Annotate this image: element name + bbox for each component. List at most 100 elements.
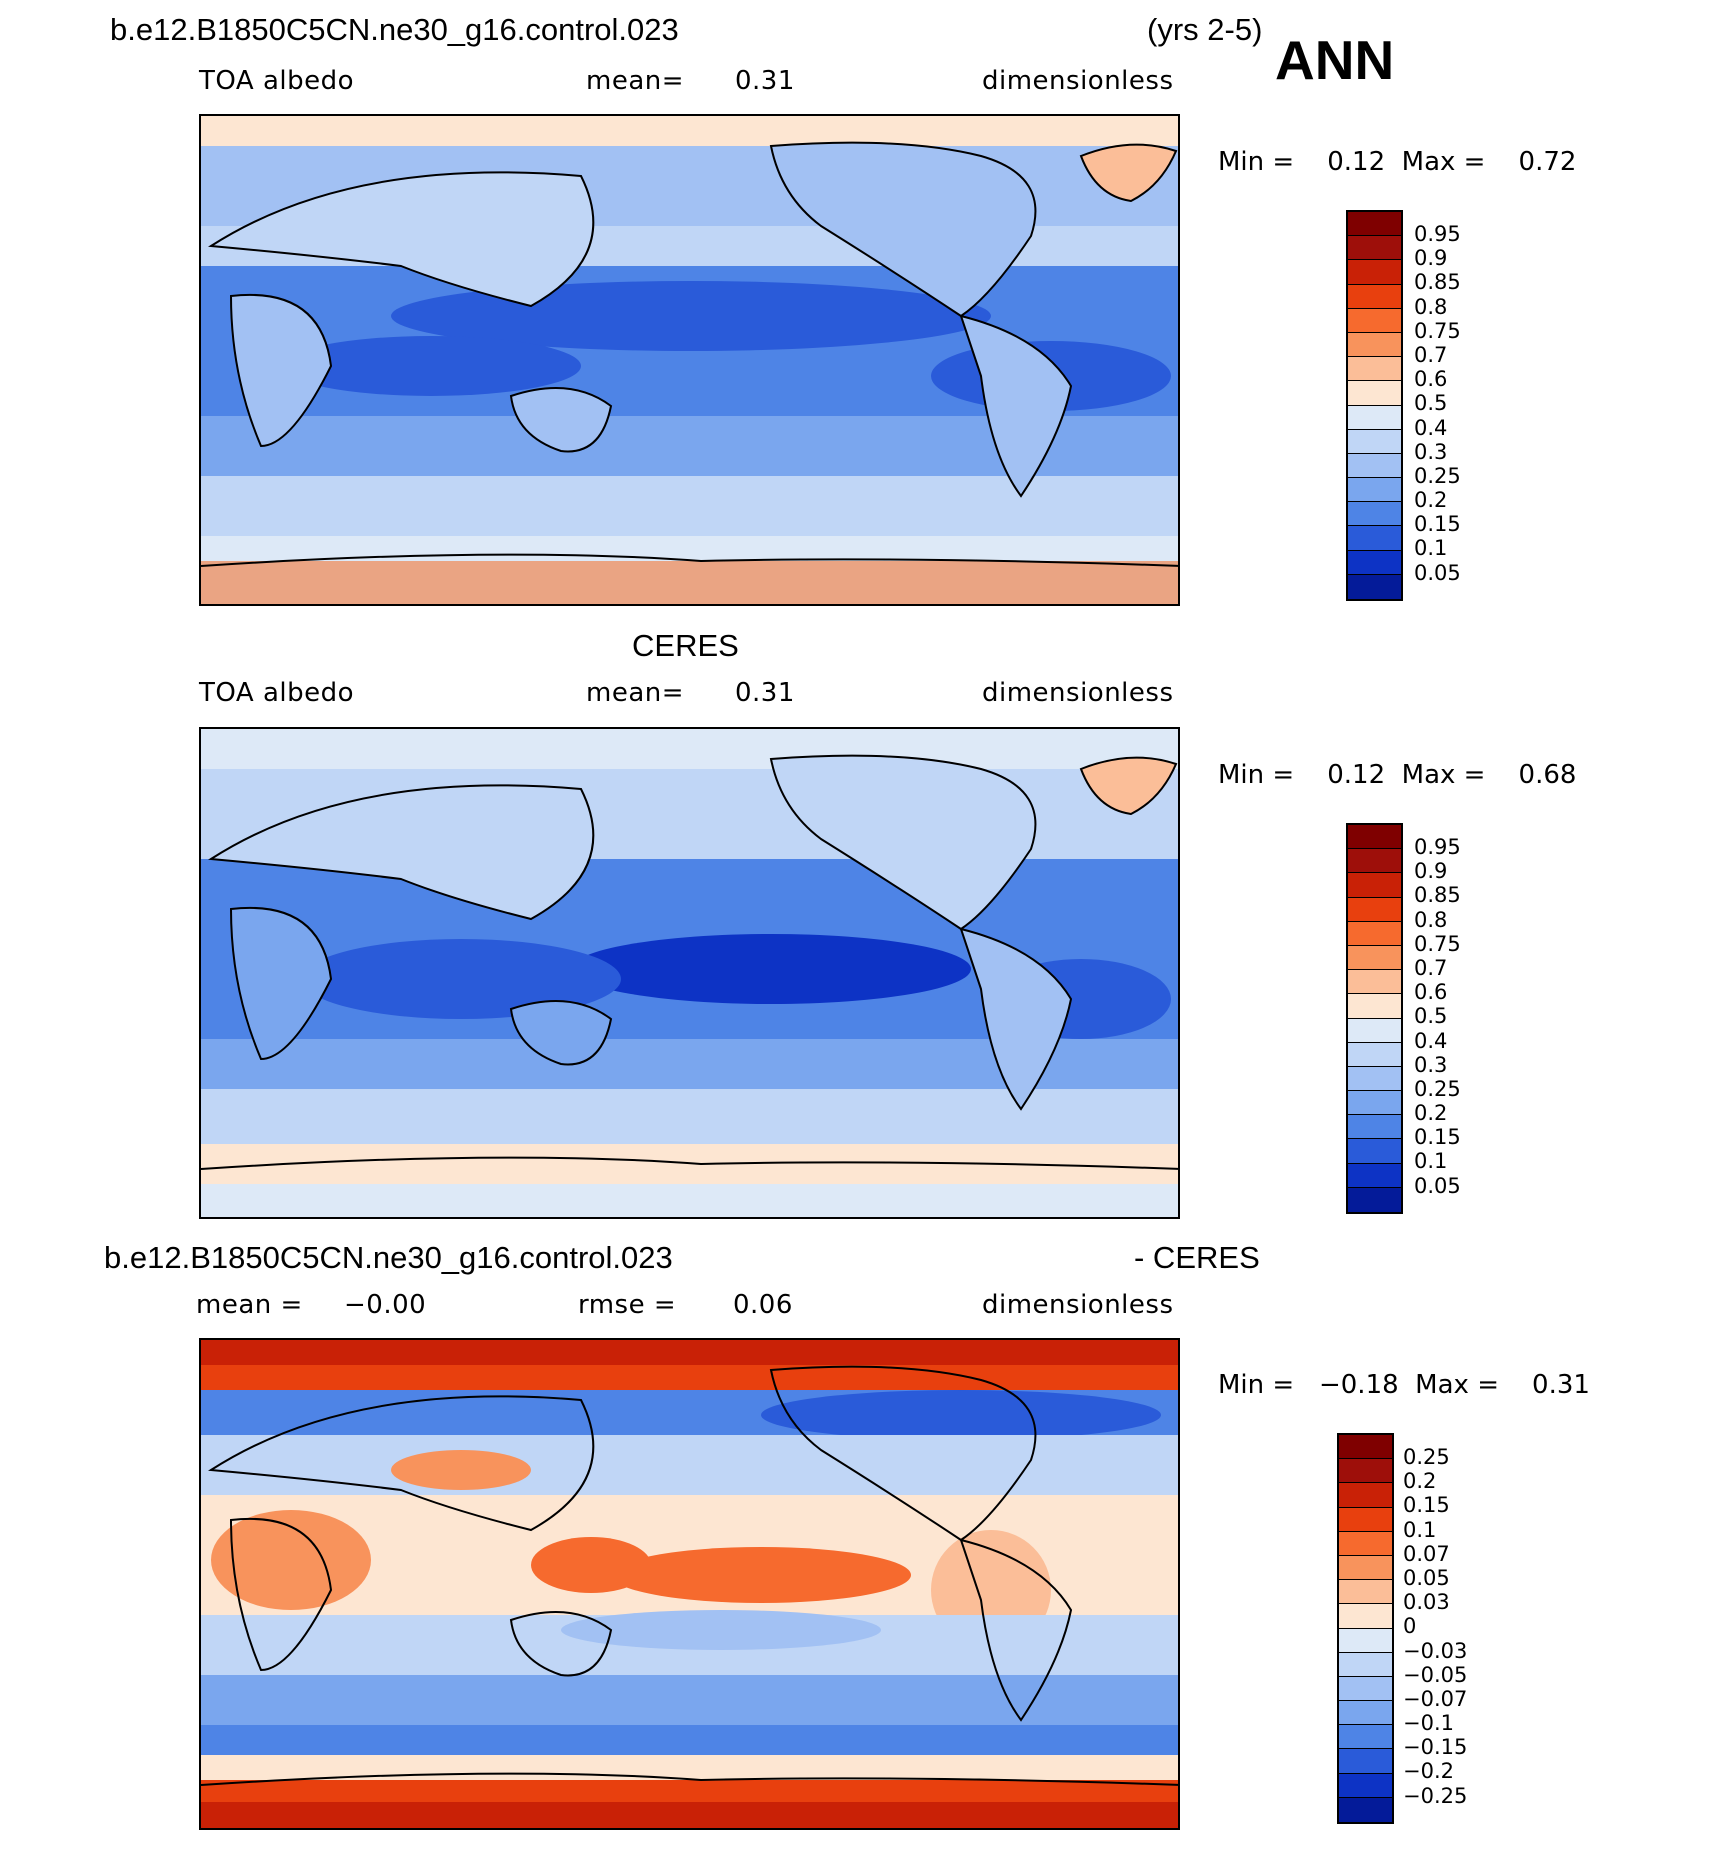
panel2-colorbar-cell (1348, 970, 1401, 995)
panel3-colorbar-cell (1339, 1773, 1392, 1798)
panel2-colorbar-cell (1348, 873, 1401, 898)
colorbar-tick-label: 0.95 (1414, 222, 1461, 246)
panel2-colorbar-cell (1348, 825, 1401, 850)
panel1-colorbar-cell (1348, 284, 1401, 309)
panel3-colorbar-cell (1339, 1676, 1392, 1702)
colorbar-tick-label: 0.9 (1414, 246, 1448, 271)
colorbar-tick-label: −0.03 (1403, 1638, 1468, 1663)
panel3-colorbar-cell (1339, 1531, 1392, 1556)
colorbar-tick-label: 0.07 (1403, 1541, 1450, 1566)
panel1-colorbar-cell (1348, 236, 1401, 261)
panel2-colorbar-cell (1348, 1042, 1401, 1067)
colorbar-tick-label: 0.2 (1414, 488, 1448, 513)
season-label: ANN (1275, 29, 1395, 91)
colorbar-tick-label: 0.2 (1414, 1101, 1448, 1126)
colorbar-tick-label: 0.6 (1414, 980, 1448, 1005)
panel1-colorbar-cell (1348, 429, 1401, 454)
panel2-map (199, 727, 1180, 1219)
colorbar-tick-label: 0.5 (1414, 391, 1448, 416)
colorbar-tick-label: 0.05 (1403, 1565, 1450, 1590)
colorbar-tick-label: −0.1 (1403, 1711, 1454, 1736)
panel3-rmse-label: rmse = (578, 1290, 677, 1320)
colorbar-tick-label: 0.1 (1414, 1149, 1448, 1174)
panel1-units: dimensionless (982, 66, 1174, 96)
panel3-colorbar-cell (1339, 1749, 1392, 1774)
panel3-colorbar-cell (1339, 1797, 1392, 1822)
panel3-min-max: Min = −0.18 Max = 0.31 (1218, 1370, 1590, 1400)
panel3-mean-label: mean = (196, 1290, 303, 1320)
panel3-mean-value: −0.00 (344, 1290, 427, 1320)
panel3-title-right: - CERES (1134, 1240, 1260, 1275)
panel2-colorbar-cell (1348, 1139, 1401, 1164)
colorbar-tick-label: 0.75 (1414, 318, 1461, 343)
colorbar-tick-label: −0.05 (1403, 1662, 1468, 1687)
colorbar-tick-label: 0.9 (1414, 859, 1448, 884)
panel3-colorbar-cell (1339, 1628, 1392, 1653)
panel1-colorbar-cell (1348, 332, 1401, 358)
years-label: (yrs 2-5) (1147, 12, 1263, 47)
panel1-mean-value: 0.31 (735, 66, 795, 96)
panel3-colorbar-cell (1339, 1555, 1392, 1581)
panel1-colorbar-cell (1348, 357, 1401, 382)
panel1-min-max: Min = 0.12 Max = 0.72 (1218, 147, 1577, 177)
panel2-colorbar-cell (1348, 994, 1401, 1019)
colorbar-tick-label: 0.05 (1414, 1173, 1461, 1198)
colorbar-tick-label: 0.5 (1414, 1004, 1448, 1029)
panel1-variable: TOA albedo (199, 66, 355, 96)
panel2-min-max: Min = 0.12 Max = 0.68 (1218, 760, 1577, 790)
panel2-colorbar-cell (1348, 1187, 1401, 1212)
panel3-colorbar-cell (1339, 1580, 1392, 1605)
panel1-colorbar-cell (1348, 574, 1401, 599)
colorbar-tick-label: 0.25 (1414, 463, 1461, 488)
colorbar-tick-label: 0.95 (1414, 835, 1461, 859)
colorbar-tick-label: 0.15 (1414, 512, 1461, 537)
panel3-colorbar-cell (1339, 1435, 1392, 1460)
panel1-colorbar-labels: 0.95 0.9 0.85 0.8 0.75 0.7 0.6 0.5 0.4 0… (1414, 222, 1461, 585)
panel2-colorbar-cell (1348, 1163, 1401, 1188)
colorbar-tick-label: 0.85 (1414, 270, 1461, 295)
panel2-mean-label: mean= (586, 678, 685, 708)
panel1-mean-label: mean= (586, 66, 685, 96)
panel2-colorbar-cell (1348, 1115, 1401, 1140)
colorbar-tick-label: −0.2 (1403, 1759, 1454, 1784)
panel3-map (199, 1338, 1180, 1830)
colorbar-tick-label: 0.7 (1414, 342, 1448, 367)
colorbar-tick-label: 0.2 (1403, 1469, 1437, 1494)
colorbar-tick-label: 0.4 (1414, 1028, 1448, 1053)
panel2-colorbar-labels: 0.95 0.9 0.85 0.8 0.75 0.7 0.6 0.5 0.4 0… (1414, 835, 1461, 1198)
colorbar-tick-label: 0.7 (1414, 955, 1448, 980)
panel3-colorbar-cell (1339, 1604, 1392, 1629)
panel3-colorbar-labels: 0.25 0.2 0.15 0.1 0.07 0.05 0.03 0 −0.03… (1403, 1445, 1467, 1808)
colorbar-tick-label: −0.25 (1403, 1783, 1468, 1808)
panel3-units: dimensionless (982, 1290, 1174, 1320)
colorbar-tick-label: 0.8 (1414, 907, 1448, 932)
colorbar-tick-label: 0 (1403, 1614, 1417, 1639)
panel1-map (199, 114, 1180, 606)
panel1-colorbar-cell (1348, 212, 1401, 237)
panel1-colorbar-cell (1348, 405, 1401, 430)
panel1-colorbar-cell (1348, 453, 1401, 479)
colorbar-tick-label: 0.85 (1414, 883, 1461, 908)
panel3-colorbar-cell (1339, 1652, 1392, 1677)
colorbar-tick-label: 0.3 (1414, 439, 1448, 464)
colorbar-tick-label: 0.1 (1414, 536, 1448, 561)
panel1-colorbar-cell (1348, 308, 1401, 333)
panel1-colorbar (1346, 210, 1403, 601)
colorbar-tick-label: 0.6 (1414, 367, 1448, 392)
colorbar-tick-label: 0.15 (1414, 1125, 1461, 1150)
panel2-colorbar (1346, 823, 1403, 1214)
panel3-colorbar (1337, 1433, 1394, 1824)
panel2-variable: TOA albedo (199, 678, 355, 708)
panel2-colorbar-cell (1348, 1066, 1401, 1092)
panel2-colorbar-cell (1348, 1091, 1401, 1116)
panel2-colorbar-cell (1348, 921, 1401, 946)
colorbar-tick-label: 0.03 (1403, 1590, 1450, 1615)
panel2-colorbar-cell (1348, 897, 1401, 922)
colorbar-tick-label: 0.15 (1403, 1493, 1450, 1518)
colorbar-tick-label: 0.25 (1414, 1076, 1461, 1101)
panel2-colorbar-cell (1348, 945, 1401, 971)
panel3-title-left: b.e12.B1850C5CN.ne30_g16.control.023 (104, 1240, 673, 1275)
panel3-colorbar-cell (1339, 1701, 1392, 1726)
panel3-rmse-value: 0.06 (733, 1290, 793, 1320)
panel3-colorbar-cell (1339, 1507, 1392, 1532)
